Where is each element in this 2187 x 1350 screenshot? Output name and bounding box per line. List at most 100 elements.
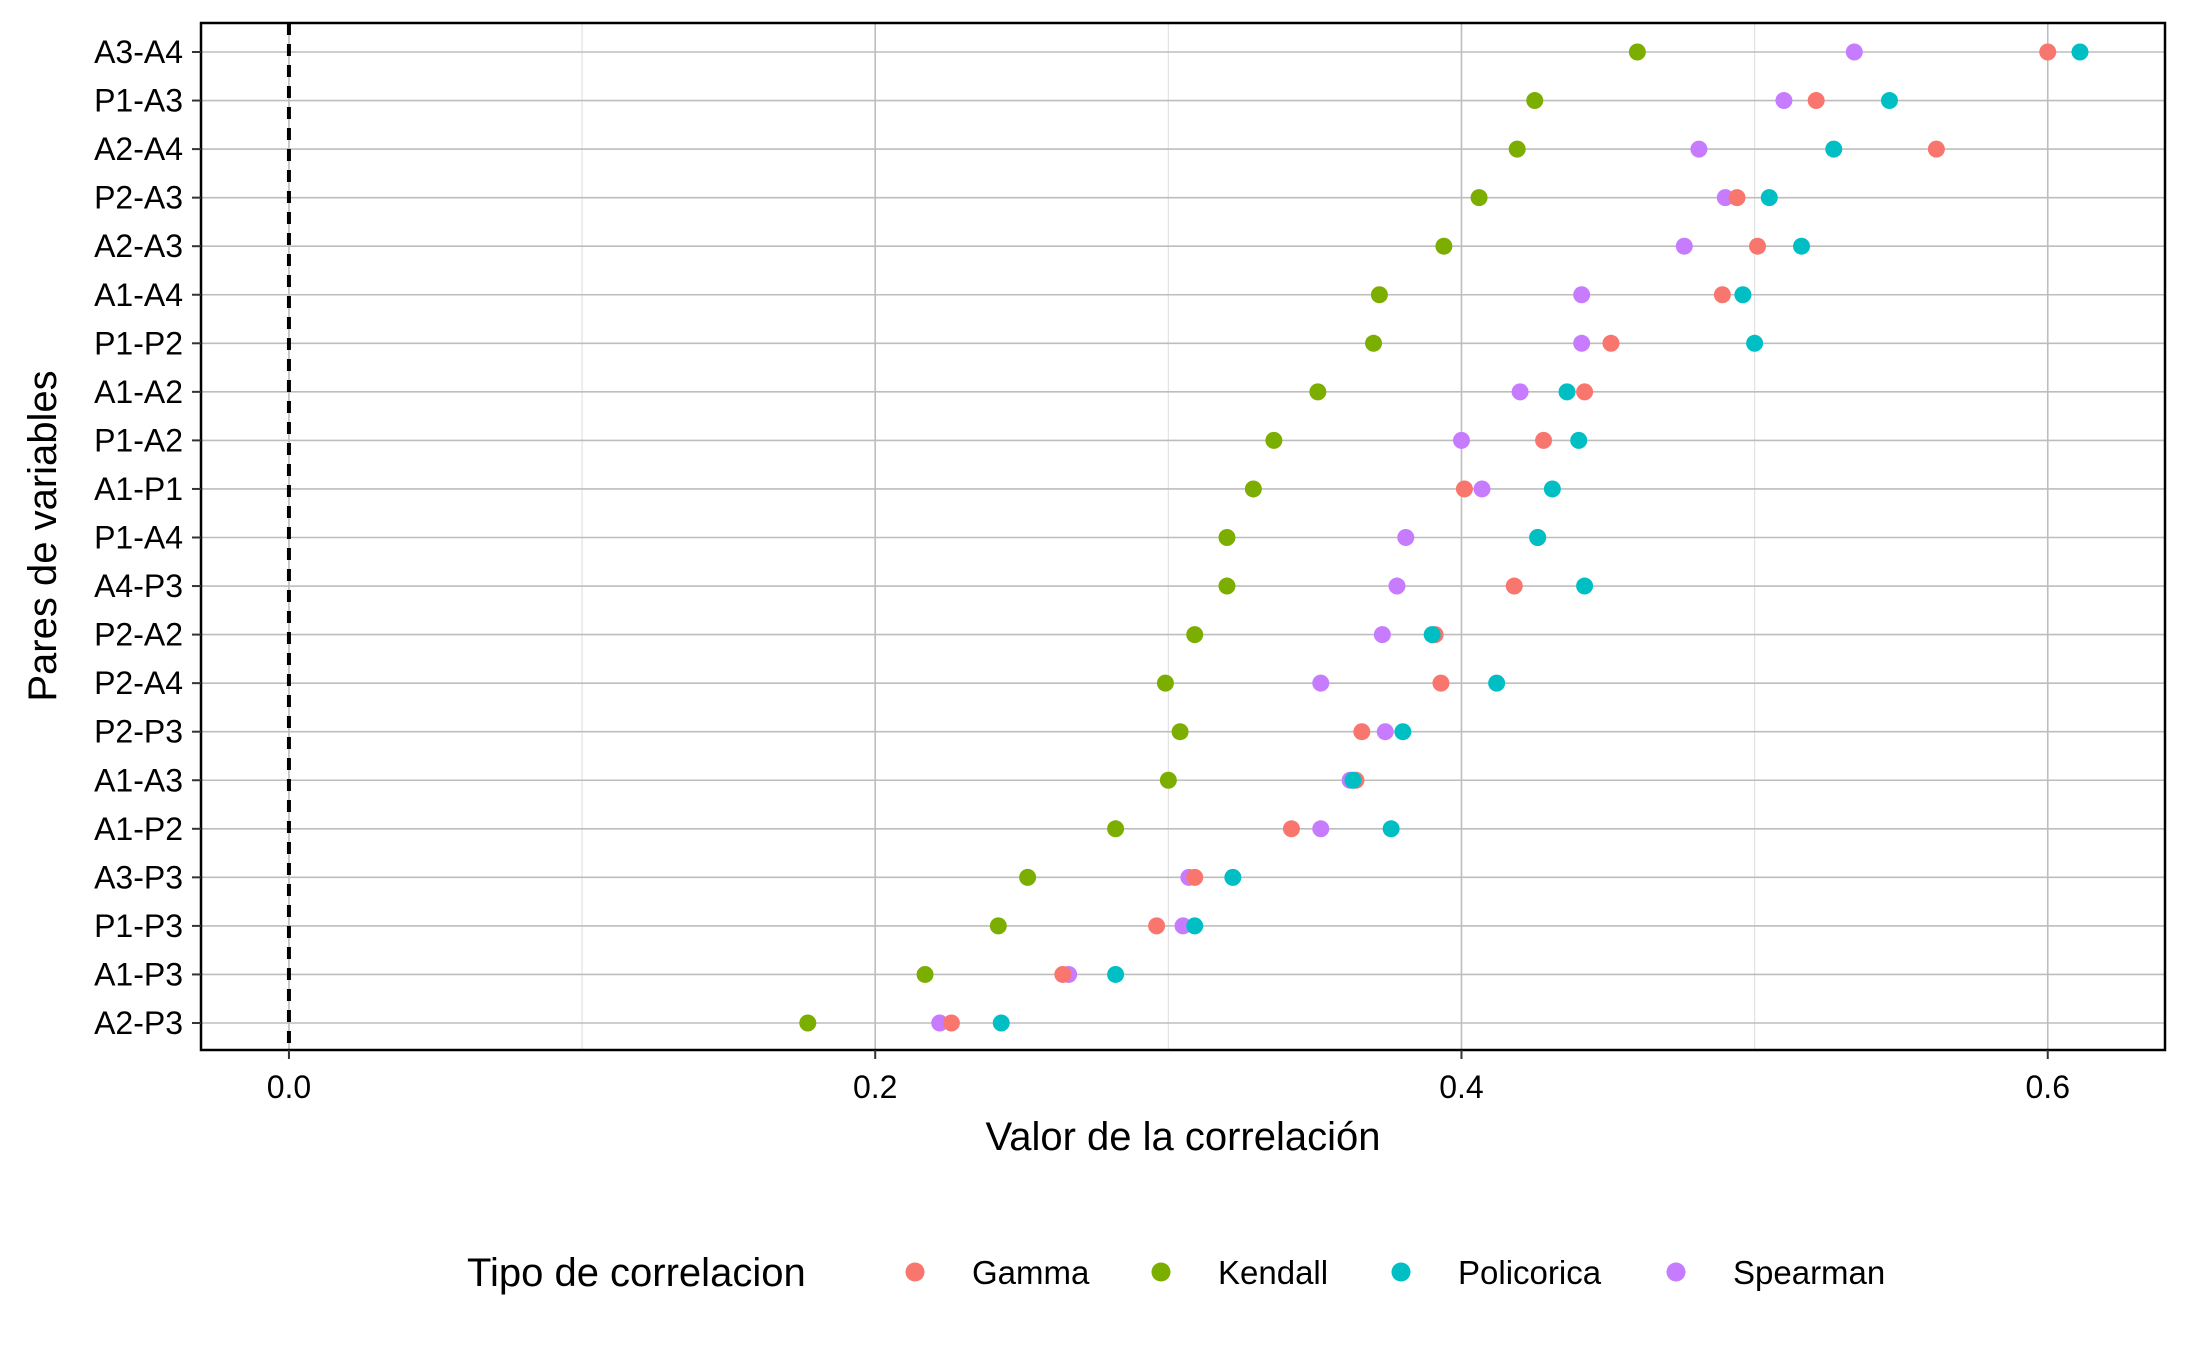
y-tick-label: A2-A4 — [94, 131, 183, 167]
y-tick-label: A1-A2 — [94, 374, 183, 410]
y-tick-label: A1-P1 — [94, 471, 183, 507]
point-spearman — [1573, 286, 1591, 304]
legend-label-policorica: Policorica — [1458, 1254, 1602, 1291]
y-tick-label: A2-P3 — [94, 1005, 183, 1041]
point-spearman — [1690, 140, 1708, 158]
point-policorica — [1760, 189, 1778, 207]
point-spearman — [1675, 237, 1693, 255]
y-tick-label: P2-A2 — [94, 617, 183, 653]
x-tick-label: 0.6 — [2026, 1069, 2070, 1105]
point-policorica — [1825, 140, 1843, 158]
data-points — [799, 43, 2089, 1032]
point-kendall — [1370, 286, 1388, 304]
point-policorica — [2071, 43, 2089, 61]
y-axis-title: Pares de variables — [21, 370, 65, 701]
point-kendall — [1265, 431, 1283, 449]
y-tick-label: A3-P3 — [94, 859, 183, 895]
y-axis: A3-A4 P1-A3 A2-A4 P2-A3 A2-A3 A1-A4 P1-P2 A1-A2… — [94, 34, 201, 1041]
point-policorica — [1734, 286, 1752, 304]
point-policorica — [1394, 723, 1412, 741]
point-spearman — [1388, 577, 1406, 595]
point-kendall — [1309, 383, 1327, 401]
y-tick-label: P1-A3 — [94, 83, 183, 119]
point-gamma — [1353, 723, 1371, 741]
point-policorica — [992, 1014, 1010, 1032]
point-gamma — [1927, 140, 1945, 158]
y-tick-label: A3-A4 — [94, 34, 183, 70]
point-spearman — [1376, 723, 1394, 741]
point-kendall — [1156, 674, 1174, 692]
point-spearman — [1312, 820, 1330, 838]
y-tick-label: A1-P3 — [94, 956, 183, 992]
point-kendall — [1470, 189, 1488, 207]
y-tick-label: P2-A3 — [94, 180, 183, 216]
point-gamma — [1455, 480, 1473, 498]
y-tick-label: A4-P3 — [94, 568, 183, 604]
point-gamma — [1505, 577, 1523, 595]
x-axis-title: Valor de la correlación — [985, 1115, 1380, 1159]
point-kendall — [1628, 43, 1646, 61]
point-kendall — [989, 917, 1007, 935]
point-spearman — [1845, 43, 1863, 61]
legend-label-spearman: Spearman — [1733, 1254, 1885, 1291]
point-policorica — [1344, 771, 1362, 789]
point-gamma — [1186, 868, 1204, 886]
x-tick-label: 0.4 — [1439, 1069, 1483, 1105]
point-spearman — [1312, 674, 1330, 692]
point-kendall — [1218, 529, 1236, 546]
point-gamma — [1728, 189, 1746, 207]
point-kendall — [1435, 237, 1453, 255]
point-gamma — [1749, 237, 1767, 255]
point-spearman — [1775, 92, 1793, 110]
point-policorica — [1746, 334, 1764, 352]
point-policorica — [1529, 529, 1547, 546]
point-gamma — [942, 1014, 960, 1032]
legend-key-spearman — [1666, 1262, 1686, 1282]
point-policorica — [1382, 820, 1400, 838]
legend-label-kendall: Kendall — [1218, 1254, 1328, 1291]
point-kendall — [1244, 480, 1262, 498]
point-spearman — [931, 1014, 949, 1032]
point-spearman — [1452, 431, 1470, 449]
point-kendall — [1526, 92, 1544, 110]
point-gamma — [2039, 43, 2057, 61]
point-policorica — [1224, 868, 1242, 886]
legend: Tipo de correlacion Gamma Kendall Policori… — [467, 1251, 1885, 1295]
point-gamma — [1535, 431, 1553, 449]
plot-panel — [201, 23, 2165, 1050]
point-kendall — [1218, 577, 1236, 595]
point-policorica — [1107, 965, 1125, 983]
point-spearman — [1511, 383, 1529, 401]
point-policorica — [1576, 577, 1594, 595]
legend-label-gamma: Gamma — [972, 1254, 1090, 1291]
point-kendall — [799, 1014, 817, 1032]
y-tick-label: A1-A3 — [94, 762, 183, 798]
y-tick-label: A1-A4 — [94, 277, 183, 313]
y-tick-label: A2-A3 — [94, 228, 183, 264]
point-spearman — [1573, 334, 1591, 352]
point-policorica — [1186, 917, 1204, 935]
legend-title: Tipo de correlacion — [467, 1251, 806, 1295]
point-policorica — [1880, 92, 1898, 110]
x-tick-label: 0.2 — [853, 1069, 897, 1105]
point-spearman — [1174, 917, 1192, 935]
legend-key-gamma — [905, 1262, 925, 1282]
point-policorica — [1570, 431, 1588, 449]
point-spearman — [1397, 529, 1415, 546]
y-tick-label: P2-A4 — [94, 665, 183, 701]
y-tick-label: A1-P2 — [94, 811, 183, 847]
point-gamma — [1148, 917, 1166, 935]
point-gamma — [1602, 334, 1620, 352]
point-kendall — [1186, 626, 1204, 644]
point-gamma — [1282, 820, 1300, 838]
point-spearman — [1473, 480, 1491, 498]
point-kendall — [1159, 771, 1177, 789]
point-policorica — [1558, 383, 1576, 401]
point-gamma — [1054, 965, 1072, 983]
point-kendall — [1365, 334, 1383, 352]
y-tick-label: P2-P3 — [94, 714, 183, 750]
point-kendall — [1508, 140, 1526, 158]
x-tick-label: 0.0 — [267, 1069, 311, 1105]
x-axis: 0.0 0.2 0.4 0.6 — [267, 1050, 2070, 1105]
